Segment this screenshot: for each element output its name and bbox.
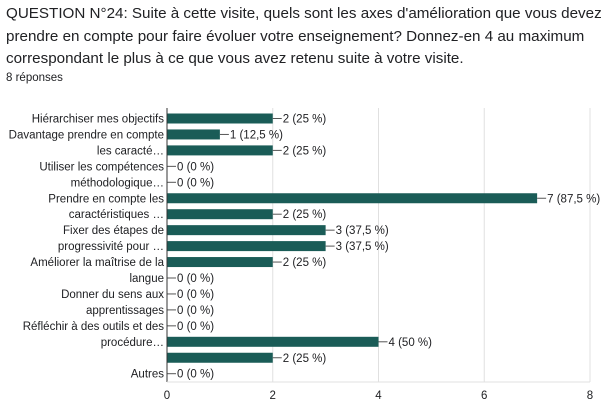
data-label: 0 (0 %)	[177, 273, 214, 285]
data-label: 0 (0 %)	[177, 369, 214, 381]
bar	[167, 241, 326, 252]
data-label: 0 (0 %)	[177, 161, 214, 173]
data-label: 0 (0 %)	[177, 289, 214, 301]
category-label: Utiliser les compétences	[39, 161, 164, 173]
x-tick-label: 2	[270, 390, 276, 402]
data-label: 7 (87,5 %)	[547, 193, 600, 205]
bar	[167, 129, 220, 140]
x-tick-label: 0	[164, 390, 170, 402]
category-label: procédure…	[101, 337, 164, 349]
bar	[167, 209, 273, 220]
bar	[167, 352, 273, 363]
data-label: 2 (25 %)	[283, 145, 327, 157]
data-label: 2 (25 %)	[283, 353, 327, 365]
bar	[167, 257, 273, 268]
category-label: Hiérarchiser mes objectifs	[32, 114, 165, 126]
category-label: caractéristiques …	[69, 209, 164, 221]
x-tick-label: 4	[375, 390, 382, 402]
category-label: progressivité pour …	[58, 241, 164, 253]
category-label: Fixer des étapes de	[63, 225, 164, 237]
bar	[167, 113, 273, 124]
responses-count: 8 réponses	[6, 72, 63, 84]
x-tick-label: 6	[481, 390, 487, 402]
data-label: 0 (0 %)	[177, 177, 214, 189]
category-label: méthodologique…	[71, 177, 164, 189]
data-label: 2 (25 %)	[283, 114, 327, 126]
data-label: 3 (37,5 %)	[336, 225, 389, 237]
category-label: Réfléchir à des outils et des	[23, 321, 165, 333]
data-label: 1 (12,5 %)	[230, 129, 283, 141]
data-label: 4 (50 %)	[389, 337, 433, 349]
category-label: apprentissages	[86, 305, 164, 317]
data-label: 0 (0 %)	[177, 321, 214, 333]
bar	[167, 225, 326, 236]
data-label: 3 (37,5 %)	[336, 241, 389, 253]
category-label: Prendre en compte les	[48, 193, 164, 205]
category-label: langue	[129, 273, 164, 285]
category-label: Davantage prendre en compte	[9, 129, 164, 141]
category-label: Donner du sens aux	[61, 289, 164, 301]
bar	[167, 145, 273, 156]
category-label: Autres	[131, 369, 164, 381]
data-label: 2 (25 %)	[283, 257, 327, 269]
data-label: 2 (25 %)	[283, 209, 327, 221]
x-tick-label: 8	[587, 390, 593, 402]
bar	[167, 193, 538, 204]
bar	[167, 336, 379, 347]
category-label: les caracté…	[97, 145, 164, 157]
data-label: 0 (0 %)	[177, 305, 214, 317]
question-title: QUESTION N°24: Suite à cette visite, que…	[6, 5, 602, 67]
category-label: Améliorer la maîtrise de la	[30, 257, 164, 269]
